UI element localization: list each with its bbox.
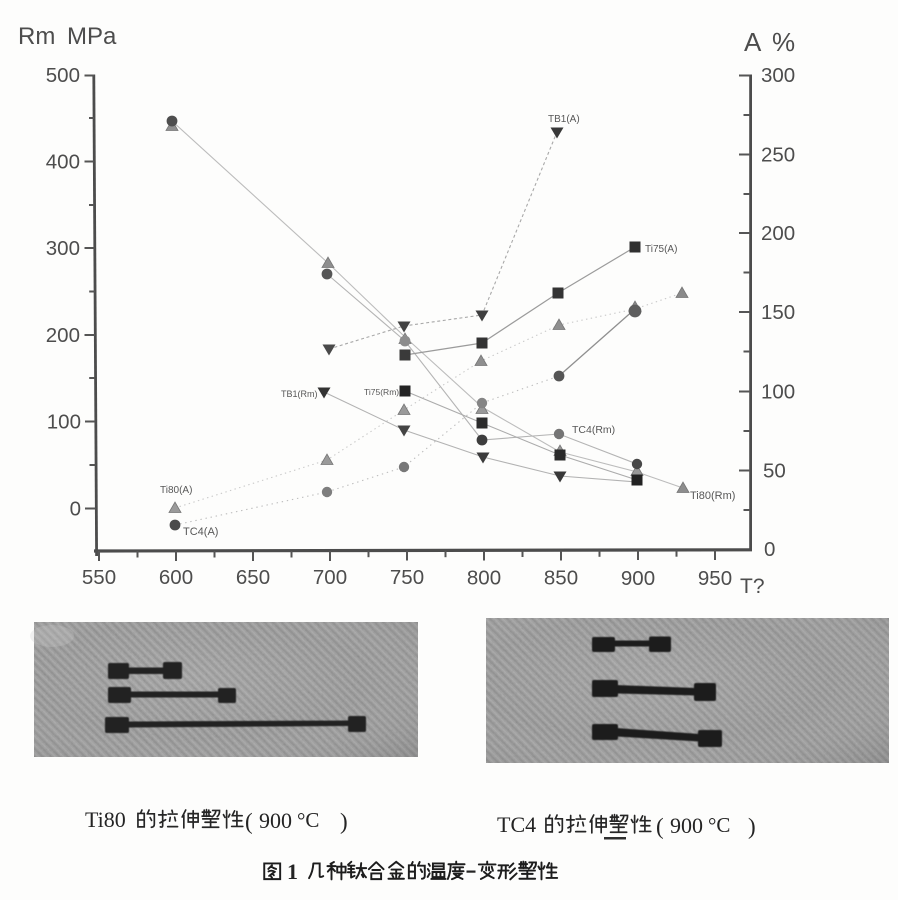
svg-text:100: 100 [761, 381, 795, 404]
svg-text:): ) [748, 814, 756, 839]
svg-text:400: 400 [46, 151, 80, 174]
svg-text:Ti80(Rm): Ti80(Rm) [690, 490, 735, 502]
svg-text:50: 50 [763, 460, 786, 483]
svg-text:0: 0 [70, 498, 81, 521]
svg-text:900: 900 [259, 808, 292, 833]
svg-text:Ti75(A): Ti75(A) [645, 244, 677, 255]
svg-text:T?: T? [740, 575, 765, 598]
svg-text:550: 550 [82, 566, 116, 589]
svg-text:0: 0 [764, 538, 775, 561]
svg-text:500: 500 [46, 64, 80, 87]
svg-text:TC4(A): TC4(A) [183, 526, 218, 538]
svg-text:250: 250 [761, 144, 795, 167]
svg-text:TB1(A): TB1(A) [548, 114, 580, 125]
svg-text:Ti75(Rm): Ti75(Rm) [364, 387, 399, 397]
svg-text:(: ( [245, 809, 253, 834]
svg-text:(: ( [656, 814, 664, 839]
svg-text:A: A [744, 27, 762, 57]
svg-text:TB1(Rm): TB1(Rm) [281, 389, 318, 399]
svg-text:600: 600 [159, 566, 193, 589]
svg-text:750: 750 [390, 566, 424, 589]
svg-text:850: 850 [544, 567, 578, 590]
svg-text:300: 300 [761, 64, 795, 87]
svg-text:°C: °C [708, 813, 730, 837]
svg-text:TC4(Rm): TC4(Rm) [572, 424, 615, 436]
svg-text:900: 900 [621, 567, 655, 590]
svg-text:°C: °C [297, 808, 319, 832]
svg-text:): ) [340, 809, 348, 834]
svg-text:Rm: Rm [18, 23, 55, 50]
svg-text:700: 700 [313, 566, 347, 589]
svg-text:TC4: TC4 [497, 812, 536, 837]
svg-text:200: 200 [46, 324, 80, 347]
svg-text:Ti80(A): Ti80(A) [160, 485, 192, 496]
svg-text:1: 1 [287, 859, 298, 884]
svg-text:100: 100 [47, 411, 81, 434]
svg-text:200: 200 [761, 222, 795, 245]
svg-text:150: 150 [761, 301, 795, 324]
svg-text:650: 650 [236, 566, 270, 589]
svg-text:%: % [772, 27, 795, 57]
svg-text:MPa: MPa [67, 23, 117, 50]
svg-text:Ti80: Ti80 [85, 807, 126, 832]
svg-text:300: 300 [46, 237, 80, 260]
svg-text:950: 950 [698, 567, 732, 590]
svg-text:800: 800 [467, 567, 501, 590]
svg-text:900: 900 [670, 813, 703, 838]
